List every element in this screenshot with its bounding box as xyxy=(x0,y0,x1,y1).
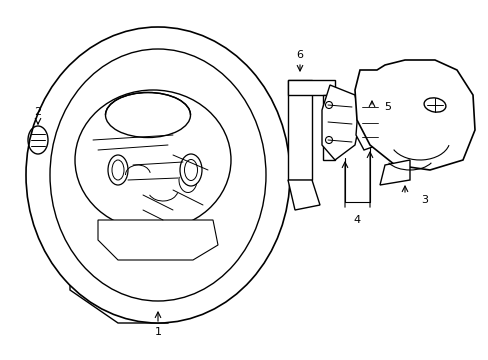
Polygon shape xyxy=(323,95,334,160)
Polygon shape xyxy=(379,160,409,185)
Text: 6: 6 xyxy=(296,50,303,60)
Ellipse shape xyxy=(75,90,230,230)
Polygon shape xyxy=(70,235,207,323)
Polygon shape xyxy=(287,180,319,210)
Text: 4: 4 xyxy=(353,215,360,225)
Polygon shape xyxy=(355,90,383,150)
Ellipse shape xyxy=(105,93,190,138)
Polygon shape xyxy=(321,85,359,160)
Text: 2: 2 xyxy=(34,107,41,117)
Text: 5: 5 xyxy=(384,102,391,112)
Polygon shape xyxy=(98,220,218,260)
Ellipse shape xyxy=(26,27,289,323)
Text: 1: 1 xyxy=(154,327,161,337)
Polygon shape xyxy=(287,80,311,180)
Text: 3: 3 xyxy=(421,195,427,205)
Polygon shape xyxy=(354,60,474,170)
Polygon shape xyxy=(287,80,334,95)
